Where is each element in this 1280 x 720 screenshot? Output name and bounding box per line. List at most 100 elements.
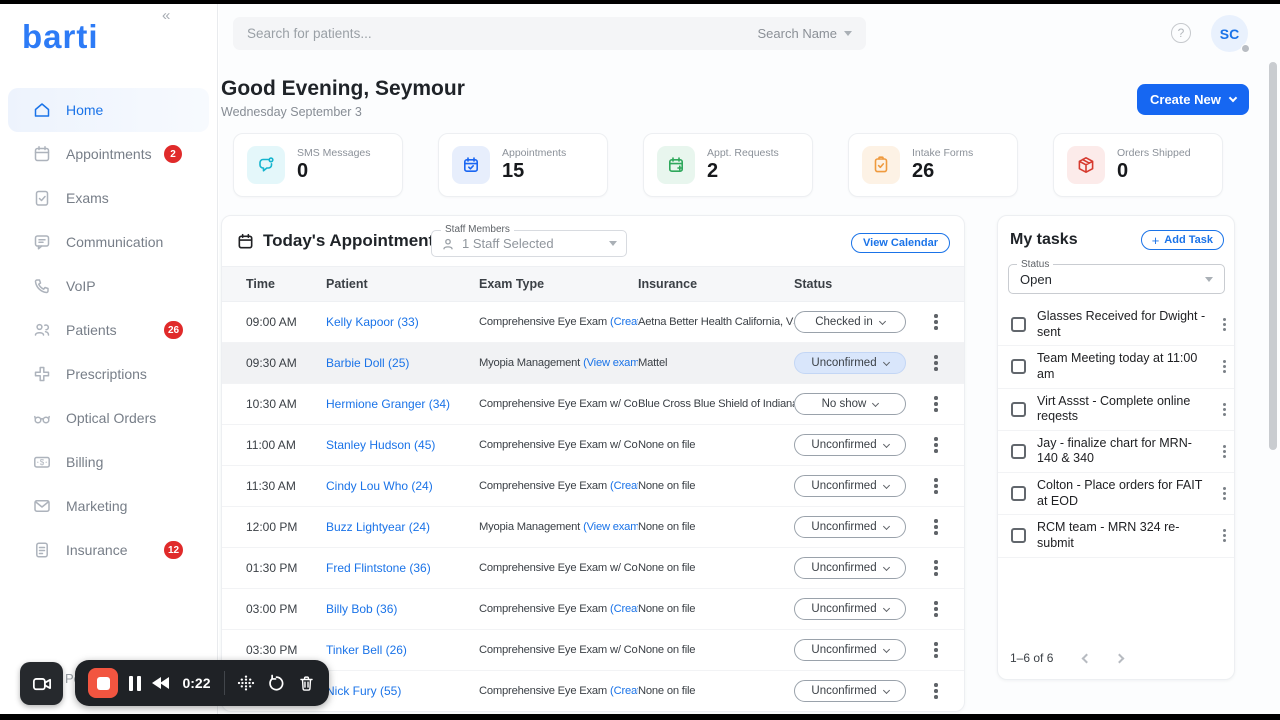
table-row[interactable]: 11:30 AM Cindy Lou Who (24) Comprehensiv… (222, 466, 964, 507)
search-input[interactable] (247, 26, 758, 41)
pause-button[interactable] (129, 675, 141, 691)
exam-link[interactable]: (Create e (610, 480, 638, 492)
sidebar-item-patients[interactable]: Patients 26 (8, 308, 209, 352)
status-label: Unconfirmed (811, 644, 877, 656)
exam-type-text: Comprehensive Eye Exam (479, 685, 608, 697)
exam-link[interactable]: (View exam) (583, 357, 638, 369)
table-row[interactable]: 12:00 PM Buzz Lightyear (24) Myopia Mana… (222, 507, 964, 548)
task-menu-icon[interactable] (1223, 323, 1226, 327)
create-new-label: Create New (1150, 92, 1221, 107)
status-chip[interactable]: Unconfirmed (794, 639, 906, 661)
sidebar-item-label: Communication (66, 234, 164, 250)
row-menu-icon[interactable] (934, 607, 938, 611)
sidebar-item-label: Exams (66, 190, 109, 206)
add-task-button[interactable]: + Add Task (1140, 230, 1224, 250)
task-menu-icon[interactable] (1223, 407, 1226, 411)
sidebar-item-insurance[interactable]: Insurance 12 (8, 528, 209, 572)
status-chip[interactable]: Unconfirmed (794, 475, 906, 497)
status-chip[interactable]: Unconfirmed (794, 352, 906, 374)
status-chip[interactable]: Unconfirmed (794, 557, 906, 579)
status-chip[interactable]: Unconfirmed (794, 516, 906, 538)
create-new-button[interactable]: Create New (1137, 84, 1249, 115)
row-menu-icon[interactable] (934, 484, 938, 488)
sidebar-item-home[interactable]: Home (8, 88, 209, 132)
status-chip[interactable]: Checked in (794, 311, 906, 333)
row-menu-icon[interactable] (934, 361, 938, 365)
search-mode-dropdown[interactable]: Search Name (758, 26, 852, 41)
sms-icon (247, 146, 285, 184)
scrollbar-thumb[interactable] (1269, 62, 1277, 450)
my-tasks-card: My tasks + Add Task Status Open Glasses … (997, 215, 1235, 680)
exam-link[interactable]: (Create e (610, 685, 638, 697)
calendar-plus-icon (657, 146, 695, 184)
next-page-icon[interactable] (1114, 653, 1125, 663)
rewind-button[interactable] (152, 677, 169, 689)
stop-recording-button[interactable] (88, 668, 118, 698)
patient-link[interactable]: Hermione Granger (34) (326, 397, 451, 411)
patient-link[interactable]: Nick Fury (55) (326, 684, 402, 698)
patient-link[interactable]: Buzz Lightyear (24) (326, 520, 431, 534)
sidebar-item-exams[interactable]: Exams (8, 176, 209, 220)
status-chip[interactable]: Unconfirmed (794, 598, 906, 620)
task-text: Team Meeting today at 11:00 am (1037, 351, 1198, 381)
sidebar-collapse-icon[interactable]: « (162, 7, 171, 24)
patient-link[interactable]: Stanley Hudson (45) (326, 438, 436, 452)
task-menu-icon[interactable] (1223, 365, 1226, 369)
prev-page-icon[interactable] (1081, 653, 1092, 663)
task-checkbox[interactable] (1011, 317, 1026, 333)
patient-link[interactable]: Fred Flintstone (36) (326, 561, 431, 575)
table-row[interactable]: 11:00 AM Stanley Hudson (45) Comprehensi… (222, 425, 964, 466)
task-menu-icon[interactable] (1223, 492, 1226, 496)
restart-recording-button[interactable] (267, 674, 286, 693)
sidebar-item-billing[interactable]: $ Billing (8, 440, 209, 484)
exam-link[interactable]: (Create e (610, 603, 638, 615)
sidebar-item-voip[interactable]: VoIP (8, 264, 209, 308)
task-menu-icon[interactable] (1223, 449, 1226, 453)
status-chip[interactable]: Unconfirmed (794, 680, 906, 702)
help-icon[interactable]: ? (1171, 23, 1191, 43)
table-row[interactable]: 01:30 PM Fred Flintstone (36) Comprehens… (222, 548, 964, 589)
effects-grid-button[interactable] (236, 673, 256, 693)
task-checkbox[interactable] (1011, 401, 1026, 417)
row-menu-icon[interactable] (934, 402, 938, 406)
patient-link[interactable]: Kelly Kapoor (33) (326, 315, 419, 329)
sidebar-item-appointments[interactable]: Appointments 2 (8, 132, 209, 176)
table-row[interactable]: 10:30 AM Hermione Granger (34) Comprehen… (222, 384, 964, 425)
patient-link[interactable]: Cindy Lou Who (24) (326, 479, 433, 493)
view-calendar-button[interactable]: View Calendar (851, 233, 950, 253)
table-row[interactable]: Nick Fury (55) Comprehensive Eye Exam (Cr… (222, 671, 964, 711)
staff-members-dropdown[interactable]: 1 Staff Selected (431, 230, 627, 257)
status-chip[interactable]: No show (794, 393, 906, 415)
task-checkbox[interactable] (1011, 359, 1026, 375)
task-checkbox[interactable] (1011, 486, 1026, 502)
sidebar-item-prescriptions[interactable]: Prescriptions (8, 352, 209, 396)
delete-recording-button[interactable] (297, 674, 316, 693)
row-menu-icon[interactable] (934, 320, 938, 324)
exam-link[interactable]: (Create e (610, 316, 638, 328)
patient-link[interactable]: Tinker Bell (26) (326, 643, 407, 657)
status-label: Unconfirmed (811, 603, 877, 615)
row-menu-icon[interactable] (934, 443, 938, 447)
table-row[interactable]: 09:30 AM Barbie Doll (25) Myopia Managem… (222, 343, 964, 384)
row-menu-icon[interactable] (934, 525, 938, 529)
row-menu-icon[interactable] (934, 689, 938, 693)
sidebar-item-marketing[interactable]: Marketing (8, 484, 209, 528)
sidebar-item-optical-orders[interactable]: Optical Orders (8, 396, 209, 440)
status-chip[interactable]: Unconfirmed (794, 434, 906, 456)
table-row[interactable]: 03:00 PM Billy Bob (36) Comprehensive Ey… (222, 589, 964, 630)
task-status-dropdown[interactable]: Status Open (1008, 259, 1225, 294)
task-checkbox[interactable] (1011, 528, 1026, 544)
table-row[interactable]: 09:00 AM Kelly Kapoor (33) Comprehensive… (222, 302, 964, 343)
patient-link[interactable]: Barbie Doll (25) (326, 356, 410, 370)
task-menu-icon[interactable] (1223, 534, 1226, 538)
task-checkbox[interactable] (1011, 443, 1026, 459)
table-row[interactable]: 03:30 PM Tinker Bell (26) Comprehensive … (222, 630, 964, 671)
sidebar-item-label: Billing (66, 454, 104, 470)
patient-link[interactable]: Billy Bob (36) (326, 602, 398, 616)
camera-button[interactable] (20, 662, 63, 705)
exam-link[interactable]: (View exam) (583, 521, 638, 533)
row-menu-icon[interactable] (934, 648, 938, 652)
row-menu-icon[interactable] (934, 566, 938, 570)
calendar-icon (238, 233, 253, 248)
sidebar-item-communication[interactable]: Communication (8, 220, 209, 264)
